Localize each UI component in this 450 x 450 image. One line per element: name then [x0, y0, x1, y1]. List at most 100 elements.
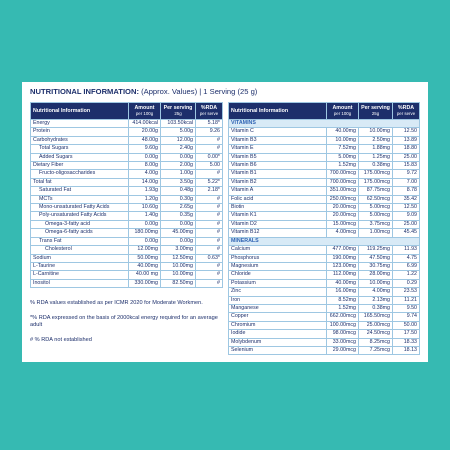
- section-row: VITAMINS: [228, 118, 420, 129]
- row: Total Sugars 9.60g 2.40g #: [30, 144, 223, 154]
- row: MCTs 1.20g 0.30g #: [30, 194, 223, 205]
- value-cell: 40.00mg: [326, 127, 359, 137]
- name-cell: Carbohydrates: [30, 135, 129, 146]
- value-cell: 0.38mg: [358, 161, 393, 171]
- row: Vitamin B2 700.00mcg 175.00mcg 7.00: [228, 177, 420, 188]
- footnotes: % RDA values established as per ICMR 202…: [30, 300, 230, 351]
- name-cell: Total fat: [30, 177, 129, 188]
- value-cell: 1.88mg: [358, 144, 393, 154]
- value-cell: 5.00mg: [326, 152, 359, 163]
- name-cell: Vitamin D2: [228, 219, 327, 230]
- value-cell: 47.50mg: [358, 253, 393, 263]
- value-cell: 2.65g: [160, 203, 196, 213]
- header-unit: per 100g: [333, 111, 352, 116]
- header-name: %RDA: [397, 105, 415, 111]
- header-name: Amount: [134, 105, 155, 111]
- row: Vitamin C 40.00mg 10.00mg 12.50: [228, 127, 420, 137]
- name-cell: Phosphorus: [228, 253, 327, 263]
- header-cell: Per serving 25g: [358, 102, 393, 120]
- value-cell: 18.80: [392, 144, 420, 154]
- name-cell: Magnesium: [228, 261, 327, 272]
- name-cell: Poly-unsaturated Fatty Acids: [30, 211, 129, 221]
- value-cell: #: [195, 169, 223, 179]
- value-cell: 7.25mcg: [358, 345, 393, 356]
- value-cell: 5.00mcg: [358, 203, 393, 213]
- value-cell: #: [195, 219, 223, 230]
- right-table: Nutritional Information Amount per 100g Per…: [228, 102, 420, 356]
- name-cell: Vitamin E: [228, 144, 327, 154]
- row: L-Taurine 40.00mg 10.00mg #: [30, 261, 223, 272]
- title-main: NUTRITIONAL INFORMATION:: [30, 87, 139, 96]
- value-cell: 175.00mcg: [358, 169, 393, 179]
- footnote: % RDA values established as per ICMR 202…: [30, 300, 203, 306]
- name-cell: Total Sugars: [30, 144, 129, 154]
- value-cell: 414.00kcal: [128, 118, 161, 129]
- value-cell: 18.13: [392, 345, 420, 356]
- value-cell: 15.83: [392, 161, 420, 171]
- row: Vitamin K1 20.00mcg 5.00mcg 9.09: [228, 211, 420, 221]
- left-table: Nutritional Information Amount per 100g Per…: [30, 102, 223, 289]
- value-cell: 16.00mg: [326, 287, 359, 297]
- value-cell: 4.00g: [128, 169, 161, 179]
- row: Omega-3-fatty acid 0.00g 0.00g #: [30, 219, 223, 230]
- value-cell: 9.72: [392, 169, 420, 179]
- value-cell: 8.78: [392, 186, 420, 196]
- name-cell: Vitamin A: [228, 186, 327, 196]
- row: Cholesterol 12.00mg 3.00mg #: [30, 245, 223, 255]
- name-cell: Copper: [228, 312, 327, 322]
- value-cell: 100.00mcg: [326, 320, 359, 331]
- value-cell: 1.20g: [128, 194, 161, 205]
- header-cell: Nutritional Information: [30, 102, 129, 120]
- header-name: Per serving: [163, 105, 193, 111]
- value-cell: #: [195, 236, 223, 247]
- value-cell: 477.00mg: [326, 245, 359, 255]
- row: Trans Fat 0.00g 0.00g #: [30, 236, 223, 247]
- name-cell: Fructo-oligosaccharides: [30, 169, 129, 179]
- value-cell: 14.00g: [128, 177, 161, 188]
- value-cell: 0.29: [392, 278, 420, 289]
- value-cell: 5.00g: [160, 127, 196, 137]
- row: Biotin 20.00mcg 5.00mcg 12.50: [228, 203, 420, 213]
- header-unit: per 100g: [135, 111, 154, 116]
- section-title: MINERALS: [228, 236, 420, 247]
- row: Added Sugars 0.00g 0.00g 0.00*: [30, 152, 223, 163]
- value-cell: 11.21: [392, 295, 420, 305]
- name-cell: Vitamin B6: [228, 161, 327, 171]
- value-cell: 8.52mg: [326, 295, 359, 305]
- name-cell: L-Carnitine: [30, 270, 129, 280]
- name-cell: Protein: [30, 127, 129, 137]
- name-cell: Vitamin B2: [228, 177, 327, 188]
- name-cell: Mono-unsaturated Fatty Acids: [30, 203, 129, 213]
- value-cell: 25.00: [392, 219, 420, 230]
- row: Copper 662.00mcg 165.50mcg 9.74: [228, 312, 420, 322]
- name-cell: Chloride: [228, 270, 327, 280]
- row: Sodium 50.00mg 12.50mg 0.63*: [30, 253, 223, 263]
- name-cell: Zinc: [228, 287, 327, 297]
- value-cell: 10.00mg: [358, 278, 393, 289]
- value-cell: 1.00mcg: [358, 228, 393, 238]
- row: Total fat 14.00g 3.50g 5.22*: [30, 177, 223, 188]
- value-cell: 7.00: [392, 177, 420, 188]
- name-cell: Added Sugars: [30, 152, 129, 163]
- value-cell: 18.33: [392, 337, 420, 347]
- row: Magnesium 123.00mg 30.75mg 6.99: [228, 261, 420, 272]
- value-cell: 330.00mg: [128, 278, 161, 289]
- row: Energy 414.00kcal 103.50kcal 5.18*: [30, 118, 223, 129]
- row: Manganese 1.52mg 0.38mg 9.50: [228, 303, 420, 314]
- header-row: Nutritional Information Amount per 100g Per…: [228, 102, 420, 120]
- value-cell: 8.25mcg: [358, 337, 393, 347]
- value-cell: 9.26: [195, 127, 223, 137]
- value-cell: 12.00g: [160, 135, 196, 146]
- name-cell: Vitamin B12: [228, 228, 327, 238]
- row: Fructo-oligosaccharides 4.00g 1.00g #: [30, 169, 223, 179]
- panel: NUTRITIONAL INFORMATION: (Approx. Values…: [22, 82, 428, 362]
- row: Vitamin E 7.52mg 1.88mg 18.80: [228, 144, 420, 154]
- value-cell: 87.75mcg: [358, 186, 393, 196]
- value-cell: 10.00mg: [358, 127, 393, 137]
- value-cell: 103.50kcal: [160, 118, 196, 129]
- row: Vitamin B1 700.00mcg 175.00mcg 9.72: [228, 169, 420, 179]
- value-cell: #: [195, 261, 223, 272]
- value-cell: 4.75: [392, 253, 420, 263]
- value-cell: 3.00mg: [160, 245, 196, 255]
- value-cell: 1.52mg: [326, 303, 359, 314]
